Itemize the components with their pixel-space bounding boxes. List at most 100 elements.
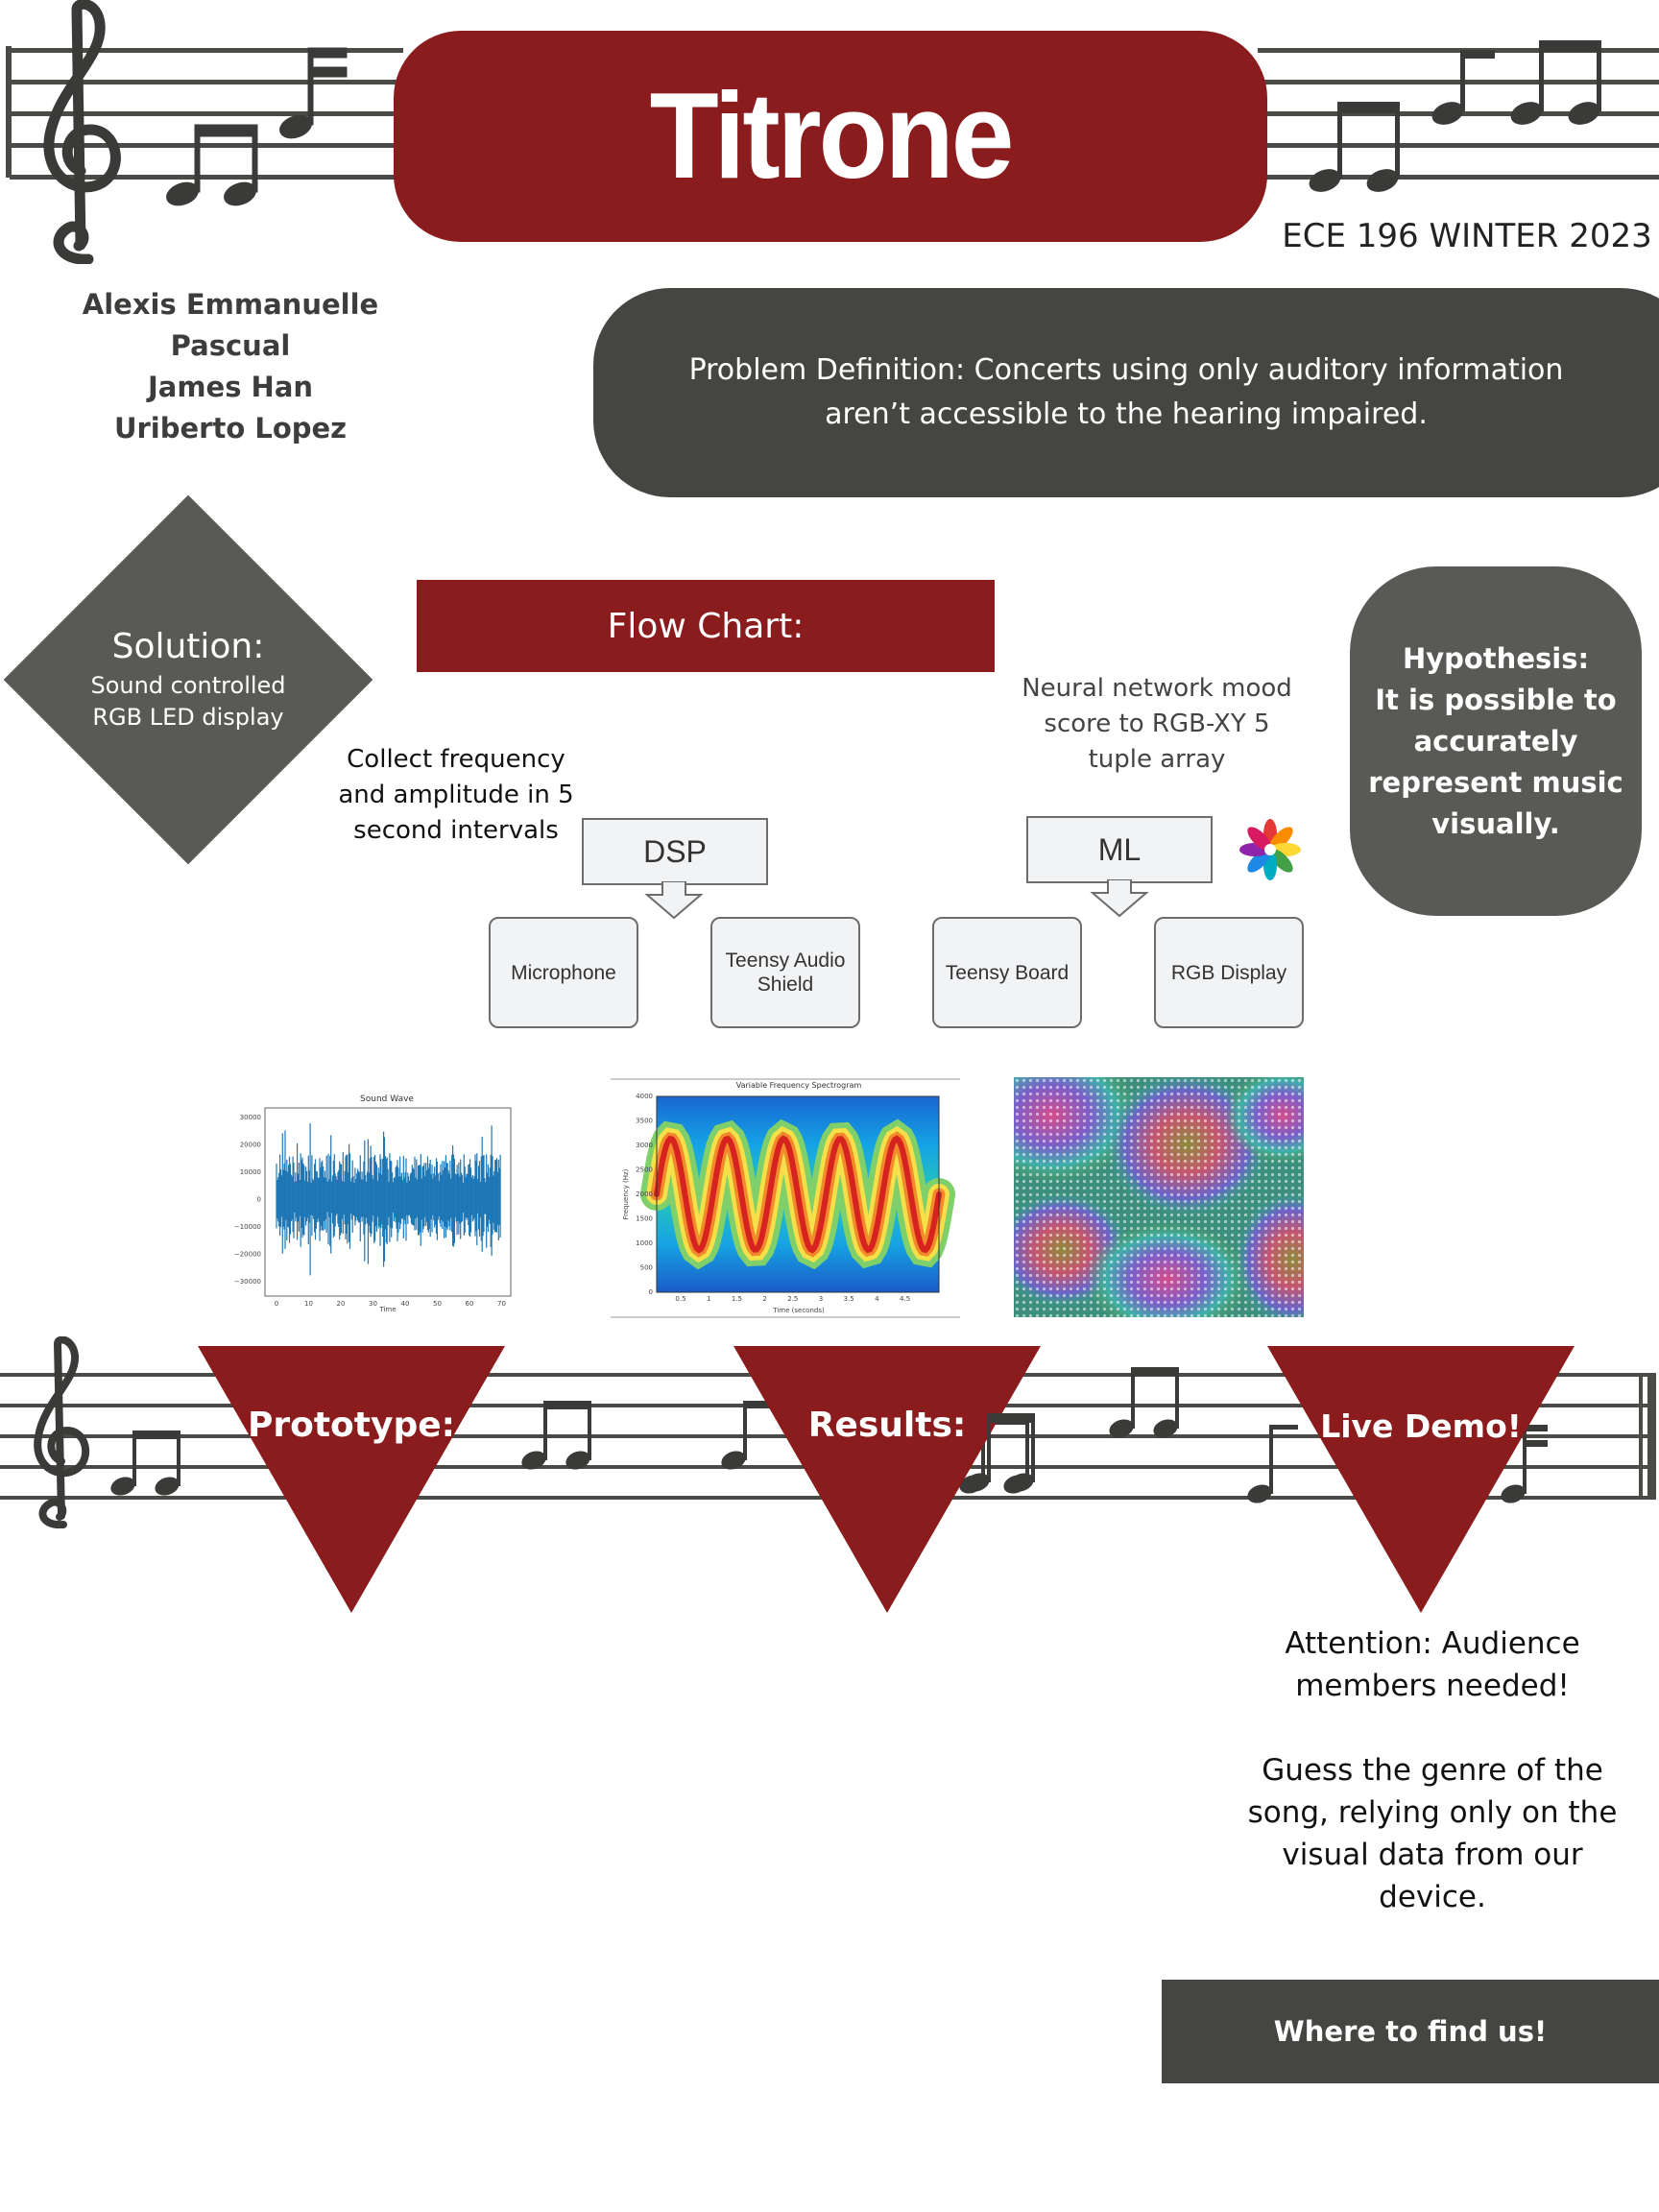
chart-title: Sound Wave: [360, 1094, 414, 1104]
x-tick-label: 30: [369, 1300, 377, 1308]
section-live-demo: Live Demo!: [1320, 1407, 1522, 1445]
caption-line: score to RGB-XY 5: [1044, 709, 1270, 738]
x-tick-label: 4.5: [900, 1295, 910, 1303]
y-tick-label: 0: [649, 1288, 653, 1296]
x-tick-label: 0: [275, 1300, 278, 1308]
music-note-icon: [721, 1401, 772, 1470]
y-tick-label: 0: [257, 1196, 261, 1204]
y-tick-label: 2000: [636, 1190, 653, 1198]
solution-title: Solution:: [111, 627, 265, 666]
x-tick-label: 70: [497, 1300, 506, 1308]
hypothesis-line: visually.: [1431, 806, 1560, 840]
y-tick-label: 1000: [636, 1239, 653, 1247]
caption-line: Collect frequency: [347, 745, 565, 774]
y-tick-label: −20000: [234, 1251, 261, 1259]
hypothesis-box: Hypothesis: It is possible to accurately…: [1350, 566, 1642, 916]
attention-line: visual data from our: [1282, 1838, 1583, 1872]
stage-rgb-display: RGB Display: [1154, 917, 1304, 1028]
live-demo-triangle: [1267, 1346, 1575, 1613]
section-results: Results:: [807, 1406, 967, 1445]
hypothesis-line: It is possible to: [1375, 683, 1617, 716]
arrow-down-icon: [644, 881, 704, 920]
arrow-down-icon: [1090, 879, 1149, 918]
y-tick-label: 2500: [636, 1166, 653, 1174]
x-tick-label: 10: [304, 1300, 313, 1308]
y-tick-label: 20000: [240, 1142, 261, 1149]
y-tick-label: 500: [640, 1264, 653, 1272]
music-notes-icon: [965, 1413, 1035, 1492]
attention-text: Attention: Audience members needed! Gues…: [1237, 1623, 1628, 1918]
dsp-callout: DSP: [582, 818, 768, 885]
solution-subtitle: Sound controlled: [90, 672, 286, 699]
author-name: Alexis Emmanuelle Pascual: [82, 288, 379, 362]
color-wheel-icon: [1239, 819, 1301, 880]
music-notes-icon: [110, 1431, 180, 1496]
problem-definition-text: Problem Definition: Concerts using only …: [688, 353, 1564, 431]
ml-caption: Neural network mood score to RGB-XY 5 tu…: [1018, 671, 1296, 778]
x-tick-label: 3.5: [844, 1295, 854, 1303]
x-tick-label: 1: [707, 1295, 710, 1303]
music-notes-icon: [166, 47, 348, 206]
y-tick-label: 1500: [636, 1215, 653, 1223]
dsp-caption: Collect frequency and amplitude in 5 sec…: [336, 742, 576, 849]
treble-clef-icon: [43, 0, 121, 264]
x-tick-label: 2.5: [787, 1295, 798, 1303]
x-tick-label: 0.5: [675, 1295, 685, 1303]
music-notes-icon: [521, 1401, 591, 1470]
y-tick-label: 3500: [636, 1118, 653, 1125]
y-tick-label: 30000: [240, 1114, 261, 1121]
flowchart-header: Flow Chart:: [417, 580, 995, 672]
y-tick-label: −10000: [234, 1223, 261, 1231]
treble-clef-icon: [34, 1336, 89, 1528]
y-axis-label: Frequency (Hz): [622, 1168, 630, 1219]
x-tick-label: 60: [466, 1300, 474, 1308]
solution-subtitle: RGB LED display: [92, 704, 284, 731]
music-notes-icon: [1309, 40, 1601, 192]
x-tick-label: 20: [337, 1300, 346, 1308]
hypothesis-line: represent music: [1368, 765, 1623, 799]
attention-line: device.: [1379, 1880, 1486, 1914]
spectrogram-chart: Variable Frequency Spectrogram 400035003…: [611, 1077, 960, 1319]
caption-line: tuple array: [1088, 745, 1226, 774]
author-list: Alexis Emmanuelle Pascual James Han Urib…: [19, 284, 442, 449]
title-banner: Titrone: [394, 31, 1267, 242]
x-axis-label: Time (seconds): [772, 1307, 825, 1314]
page-title: Titrone: [649, 67, 1015, 205]
attention-line: Attention: Audience: [1285, 1626, 1580, 1661]
y-tick-label: 3000: [636, 1142, 653, 1149]
x-tick-label: 3: [819, 1295, 823, 1303]
stage-teensy-board: Teensy Board: [932, 917, 1082, 1028]
where-to-find-us-label: Where to find us!: [1273, 2015, 1548, 2048]
course-label: ECE 196 WINTER 2023: [1282, 217, 1652, 255]
x-tick-label: 50: [433, 1300, 442, 1308]
caption-line: Neural network mood: [1022, 674, 1292, 703]
frequency-band: [654, 1135, 942, 1254]
attention-line: Guess the genre of the: [1262, 1753, 1603, 1788]
attention-line: members needed!: [1295, 1669, 1570, 1703]
stage-teensy-audio-shield: Teensy Audio Shield: [710, 917, 860, 1028]
x-axis-label: Time: [378, 1306, 396, 1313]
y-tick-label: 4000: [636, 1093, 653, 1100]
x-tick-label: 1.5: [732, 1295, 742, 1303]
y-tick-label: −30000: [234, 1278, 261, 1286]
stage-microphone: Microphone: [489, 917, 638, 1028]
audio-waveform-icon: [230, 939, 424, 1006]
caption-line: and amplitude in 5: [338, 781, 574, 809]
author-name: James Han: [147, 371, 314, 403]
music-note-icon: [1247, 1425, 1298, 1503]
results-triangle: [733, 1346, 1041, 1613]
where-to-find-us-bar[interactable]: Where to find us!: [1162, 1980, 1659, 2083]
sound-wave-chart: Sound Wave 30000 20000 10000 0 −10000 −20000 −…: [223, 1085, 518, 1315]
flowchart-label: Flow Chart:: [607, 606, 805, 646]
hypothesis-line: accurately: [1413, 724, 1578, 757]
x-tick-label: 4: [875, 1295, 879, 1303]
rgb-led-matrix-image: [1014, 1077, 1304, 1317]
attention-line: song, relying only on the: [1247, 1795, 1618, 1830]
prototype-triangle: [198, 1346, 505, 1613]
x-tick-label: 2: [762, 1295, 766, 1303]
hypothesis-title: Hypothesis:: [1402, 641, 1590, 675]
y-tick-label: 10000: [240, 1168, 261, 1176]
author-name: Uriberto Lopez: [113, 412, 348, 445]
section-prototype: Prototype:: [247, 1406, 456, 1445]
solution-text: Solution: Sound controlled RGB LED displ…: [38, 624, 338, 733]
